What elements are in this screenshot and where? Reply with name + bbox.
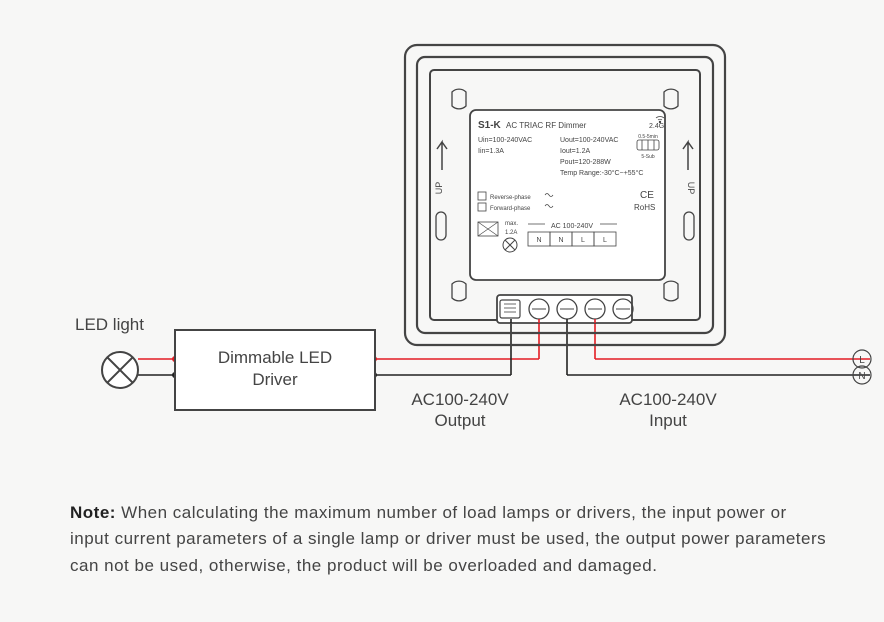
svg-text:L: L <box>603 237 607 244</box>
svg-text:0.5-5min: 0.5-5min <box>638 134 658 140</box>
svg-text:UP: UP <box>686 182 696 195</box>
output-sub-label: Output <box>434 411 485 430</box>
device-type: AC TRIAC RF Dimmer <box>506 121 587 130</box>
svg-text:5-Sub: 5-Sub <box>641 154 655 160</box>
device-wifi: 2.4G <box>649 123 664 130</box>
note-text: Note: When calculating the maximum numbe… <box>70 500 830 579</box>
dimmer-panel: UP UP S1-K AC TRIAC RF Dimmer 2.4G Ui <box>405 45 725 345</box>
device-iout: Iout=1.2A <box>560 148 590 155</box>
driver-label-1: Dimmable LED <box>218 348 332 367</box>
led-light-symbol <box>102 352 138 388</box>
svg-text:Reverse-phase: Reverse-phase <box>490 195 531 201</box>
ac-range-label: AC 100-240V <box>551 223 593 230</box>
svg-text:N: N <box>536 237 541 244</box>
ce-mark: CE <box>640 190 654 201</box>
input-l-marker-text: L <box>859 355 865 366</box>
input-sub-label: Input <box>649 411 687 430</box>
device-uout: Uout=100-240VAC <box>560 137 618 144</box>
svg-text:N: N <box>558 237 563 244</box>
device-iin: Iin=1.3A <box>478 148 504 155</box>
up-arrow-left: UP <box>434 142 447 194</box>
svg-text:Forward-phase: Forward-phase <box>490 206 531 212</box>
rohs-mark: RoHS <box>634 203 655 212</box>
driver-box: Dimmable LED Driver <box>175 330 375 410</box>
svg-text:UP: UP <box>434 182 444 195</box>
svg-text:L: L <box>581 237 585 244</box>
svg-text:1.2A: 1.2A <box>505 230 517 236</box>
device-model: S1-K <box>478 120 502 131</box>
device-temp: Temp Range:-30°C~+55°C <box>560 169 643 177</box>
svg-text:max.: max. <box>505 221 518 227</box>
input-n-marker-text: N <box>858 371 865 382</box>
driver-label-2: Driver <box>252 370 298 389</box>
note-prefix: Note: <box>70 503 116 522</box>
up-arrow-right: UP <box>683 142 696 194</box>
input-label: AC100-240V <box>619 390 717 409</box>
output-label: AC100-240V <box>411 390 509 409</box>
device-pout: Pout=120-288W <box>560 159 611 166</box>
note-body: When calculating the maximum number of l… <box>70 503 826 575</box>
device-uin: Uin=100-240VAC <box>478 137 532 144</box>
led-light-label: LED light <box>75 315 144 334</box>
screw-terminal-block <box>497 295 633 323</box>
